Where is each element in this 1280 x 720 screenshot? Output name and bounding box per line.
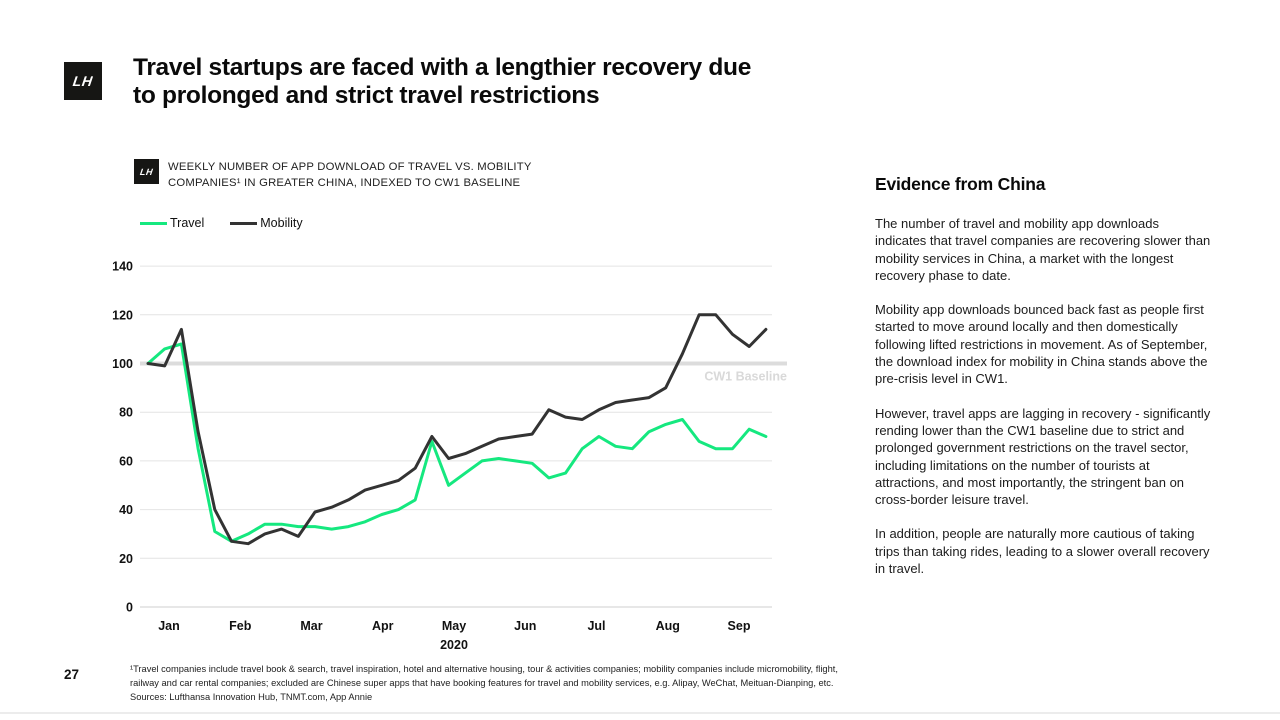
slide-title: Travel startups are faced with a lengthi… (133, 54, 751, 109)
x-axis-year-label: 2020 (440, 638, 468, 652)
y-axis-label: 60 (119, 454, 133, 468)
y-axis-label: 40 (119, 503, 133, 517)
x-axis-label: May (442, 619, 466, 633)
mobility-swatch (230, 221, 258, 225)
chart-logo: LH (134, 159, 159, 184)
page-number: 27 (64, 667, 80, 682)
x-axis-label: Jul (587, 619, 605, 633)
chart-caption: WEEKLY NUMBER OF APP DOWNLOAD OF TRAVEL … (168, 160, 532, 191)
footnote-line2: railway and car rental companies; exclud… (130, 677, 834, 688)
x-axis-label: Aug (656, 619, 680, 633)
slide-title-line2: to prolonged and strict travel restricti… (133, 81, 600, 109)
logo-lh-icon: LH (139, 166, 154, 177)
x-axis-label: Feb (229, 619, 252, 633)
x-axis-label: Apr (372, 619, 394, 633)
legend-item-mobility: Mobility (230, 216, 303, 230)
y-axis-label: 80 (119, 406, 133, 420)
legend-label-mobility: Mobility (260, 216, 303, 230)
travel-swatch (140, 221, 167, 225)
x-axis-label: Jun (514, 619, 536, 633)
y-axis-label: 20 (119, 552, 133, 566)
logo-lh-icon: LH (72, 73, 94, 89)
y-axis-label: 0 (126, 601, 133, 615)
chart-caption-line2: COMPANIES¹ IN GREATER CHINA, INDEXED TO … (168, 176, 521, 189)
company-logo: LH (64, 62, 102, 100)
slide-title-line1: Travel startups are faced with a lengthi… (133, 54, 752, 81)
y-axis-label: 100 (112, 357, 133, 371)
legend-label-travel: Travel (170, 216, 205, 230)
bottom-divider (0, 712, 1280, 714)
footnote-sources: Sources: Lufthansa Innovation Hub, TNMT.… (130, 691, 373, 702)
x-axis-label: Sep (728, 619, 751, 633)
cw1-baseline-label: CW1 Baseline (704, 370, 787, 384)
x-axis-label: Jan (158, 619, 180, 633)
legend-item-travel: Travel (140, 216, 204, 230)
footnote: ¹Travel companies include travel book & … (130, 663, 960, 704)
y-axis-label: 120 (112, 308, 133, 322)
mobility-line (146, 313, 768, 546)
chart-legend: Travel Mobility (140, 216, 303, 230)
y-axis-label: 140 (112, 260, 133, 274)
evidence-column: Evidence from China The number of travel… (875, 174, 1213, 594)
evidence-paragraph: Mobility app downloads bounced back fast… (875, 302, 1208, 387)
footnote-line1: ¹Travel companies include travel book & … (130, 664, 838, 674)
evidence-heading: Evidence from China (875, 174, 1046, 194)
x-axis-label: Mar (300, 619, 322, 633)
chart-canvas: 140 120 100 80 60 40 20 0 CW1 Baseline Jan Feb Mar A… (112, 260, 787, 652)
travel-line (146, 342, 768, 543)
chart-caption-line1: WEEKLY NUMBER OF APP DOWNLOAD OF TRAVEL … (168, 161, 532, 173)
evidence-paragraph: However, travel apps are lagging in reco… (875, 405, 1211, 508)
evidence-paragraph: In addition, people are naturally more c… (875, 526, 1210, 577)
evidence-paragraph: The number of travel and mobility app do… (875, 216, 1211, 283)
